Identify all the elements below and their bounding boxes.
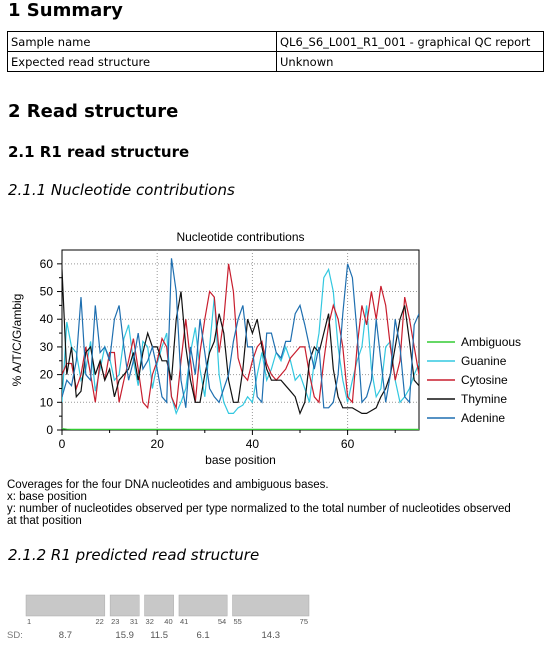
segment-end-label: 75	[300, 617, 308, 626]
table-row: Expected read structure Unknown	[7, 51, 544, 72]
x-tick-label: 40	[246, 437, 260, 451]
legend-label-adenine: Adenine	[461, 411, 505, 425]
segment-sd-value: 8.7	[59, 630, 72, 641]
series-line-cytosine	[62, 263, 419, 411]
read-segment	[232, 594, 310, 617]
y-tick-label: 60	[40, 257, 54, 271]
legend-label-guanine: Guanine	[461, 354, 507, 368]
read-segment	[178, 594, 228, 617]
sample-name-label: Sample name	[7, 31, 277, 52]
expected-read-structure-label: Expected read structure	[7, 51, 277, 72]
y-tick-label: 50	[40, 285, 54, 299]
series-line-thymine	[62, 269, 419, 416]
segment-sd-value: 6.1	[196, 630, 209, 641]
plot-frame	[61, 249, 420, 431]
x-axis-label: base position	[205, 453, 276, 467]
y-tick-label: 40	[40, 312, 54, 326]
nucleotide-contributions-heading: 2.1.1 Nucleotide contributions	[8, 181, 235, 199]
x-tick-label: 20	[151, 437, 165, 451]
series-group	[62, 258, 419, 430]
x-tick-label: 60	[341, 437, 355, 451]
segment-end-label: 54	[218, 617, 226, 626]
chart-caption: Coverages for the four DNA nucleotides a…	[7, 479, 552, 527]
predicted-read-structure-heading: 2.1.2 R1 predicted read structure	[8, 546, 260, 564]
series-line-adenine	[62, 258, 419, 409]
sd-label: SD:	[7, 630, 23, 641]
segment-start-label: 55	[234, 617, 242, 626]
segment-end-label: 31	[130, 617, 138, 626]
segment-end-label: 22	[95, 617, 103, 626]
summary-table: Sample name QL6_S6_L001_R1_001 - graphic…	[7, 31, 544, 72]
x-tick-label: 0	[59, 437, 66, 451]
legend-label-thymine: Thymine	[461, 392, 507, 406]
series-line-ambiguous	[62, 428, 419, 430]
y-tick-label: 20	[40, 368, 54, 382]
y-tick-label: 0	[46, 423, 53, 437]
y-tick-label: 30	[40, 340, 54, 354]
segment-start-label: 32	[146, 617, 154, 626]
read-structure-heading: 2 Read structure	[8, 101, 179, 122]
segment-sd-value: 11.5	[150, 630, 168, 641]
expected-read-structure-value: Unknown	[276, 51, 544, 72]
table-row: Sample name QL6_S6_L001_R1_001 - graphic…	[7, 31, 544, 52]
chart-title: Nucleotide contributions	[176, 230, 304, 244]
segment-start-label: 41	[180, 617, 188, 626]
segment-sd-value: 14.3	[262, 630, 281, 641]
r1-read-structure-heading: 2.1 R1 read structure	[8, 143, 190, 161]
read-segment	[25, 594, 106, 617]
summary-heading: 1 Summary	[8, 0, 123, 21]
segment-end-label: 40	[164, 617, 172, 626]
sample-name-value: QL6_S6_L001_R1_001 - graphical QC report	[276, 31, 544, 52]
legend-label-cytosine: Cytosine	[461, 373, 508, 387]
caption-line: x: base position	[7, 491, 87, 503]
caption-line: y: number of nucleotides observed per ty…	[7, 503, 511, 515]
y-axis-label: % A/T/C/G/ambig	[10, 294, 24, 387]
caption-line: at that position	[7, 515, 82, 527]
segment-start-label: 23	[111, 617, 119, 626]
series-line-guanine	[62, 267, 419, 416]
read-segment	[144, 594, 174, 617]
segment-sd-value: 15.9	[115, 630, 134, 641]
caption-line: Coverages for the four DNA nucleotides a…	[7, 479, 329, 491]
read-segment	[109, 594, 140, 617]
y-tick-label: 10	[40, 395, 54, 409]
legend-label-ambiguous: Ambiguous	[461, 335, 521, 349]
predicted-read-structure-diagram: SD: 1 22 8.7 23 31 15.9 32 40 11.5 41 54 6.1 55 75 14.3	[7, 594, 310, 641]
nucleotide-contributions-chart: Nucleotide contributions 0 20 40 60 0 10 20 30 40…	[10, 230, 521, 467]
segment-start-label: 1	[27, 617, 31, 626]
